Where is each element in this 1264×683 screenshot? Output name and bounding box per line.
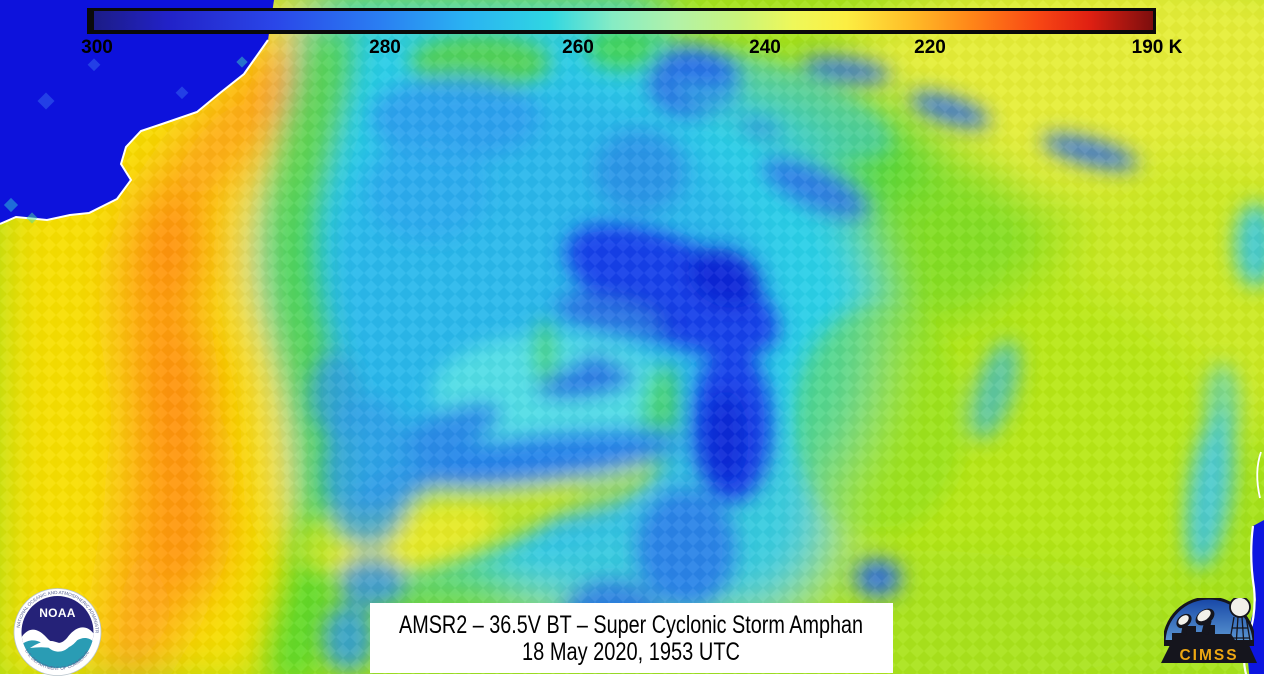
- svg-text:18 May 2020, 1953 UTC: 18 May 2020, 1953 UTC: [522, 638, 740, 666]
- svg-text:220: 220: [914, 37, 946, 58]
- svg-text:260: 260: [562, 37, 594, 58]
- svg-text:CIMSS: CIMSS: [1179, 647, 1238, 664]
- svg-text:240: 240: [749, 37, 781, 58]
- svg-text:300: 300: [81, 37, 113, 58]
- svg-text:190 K: 190 K: [1132, 37, 1183, 58]
- svg-text:AMSR2 – 36.5V BT – Super Cyclo: AMSR2 – 36.5V BT – Super Cyclonic Storm …: [399, 611, 863, 639]
- svg-text:280: 280: [369, 37, 401, 58]
- svg-text:NOAA: NOAA: [39, 606, 76, 620]
